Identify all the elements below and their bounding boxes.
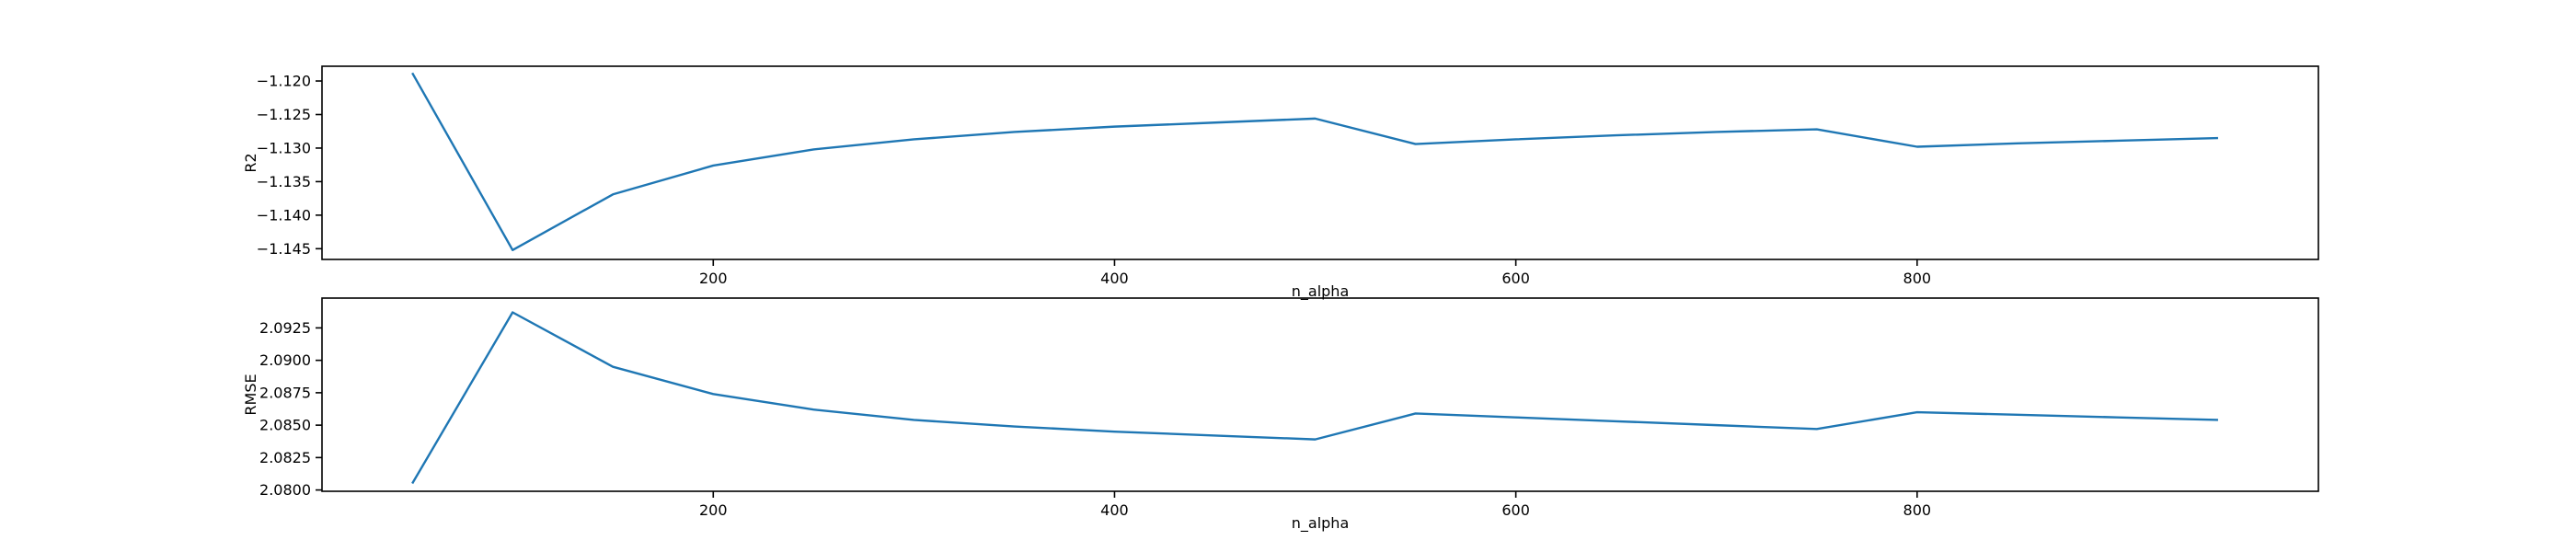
r2-x-tick-label: 800: [1903, 270, 1932, 287]
rmse-y-tick-label: 2.0875: [259, 384, 311, 401]
rmse-series-line: [411, 311, 2218, 485]
rmse-x-tick-label: 400: [1100, 501, 1129, 519]
rmse-axes-frame: [321, 297, 2319, 492]
rmse-x-tick-label: 800: [1903, 501, 1932, 519]
r2-y-tick-label: −1.140: [257, 206, 311, 224]
r2-x-tick-label: 400: [1100, 270, 1129, 287]
rmse-y-axis-label: RMSE: [242, 374, 259, 415]
rmse-y-tick-label: 2.0900: [259, 351, 311, 369]
rmse-y-tick-label: 2.0925: [259, 319, 311, 337]
rmse-x-tick-label: 600: [1501, 501, 1530, 519]
rmse-x-axis-label: n_alpha: [1292, 514, 1350, 533]
rmse-y-tick-label: 2.0800: [259, 481, 311, 499]
r2-y-axis-label: R2: [242, 153, 259, 172]
rmse-y-tick-label: 2.0850: [259, 417, 311, 434]
rmse-y-tick-label: 2.0825: [259, 449, 311, 466]
r2-x-axis-label: n_alpha: [1292, 282, 1350, 301]
r2-series-line: [411, 72, 2218, 251]
r2-axes-frame: [321, 65, 2319, 260]
r2-y-tick-label: −1.135: [257, 173, 311, 190]
r2-y-tick-label: −1.120: [257, 73, 311, 90]
rmse-x-tick-label: 200: [699, 501, 728, 519]
r2-subplot: 200 400 600 800 −1.120 −1.125 −1.130 −1.135 −1.1…: [242, 65, 2319, 301]
r2-y-tick-label: −1.125: [257, 106, 311, 123]
rmse-subplot: 200 400 600 800 2.0800 2.0825 2.0850 2.0875 2.09…: [242, 297, 2319, 533]
r2-x-tick-label: 200: [699, 270, 728, 287]
r2-y-tick-label: −1.130: [257, 139, 311, 156]
r2-x-tick-label: 600: [1501, 270, 1530, 287]
r2-y-tick-label: −1.145: [257, 240, 311, 258]
